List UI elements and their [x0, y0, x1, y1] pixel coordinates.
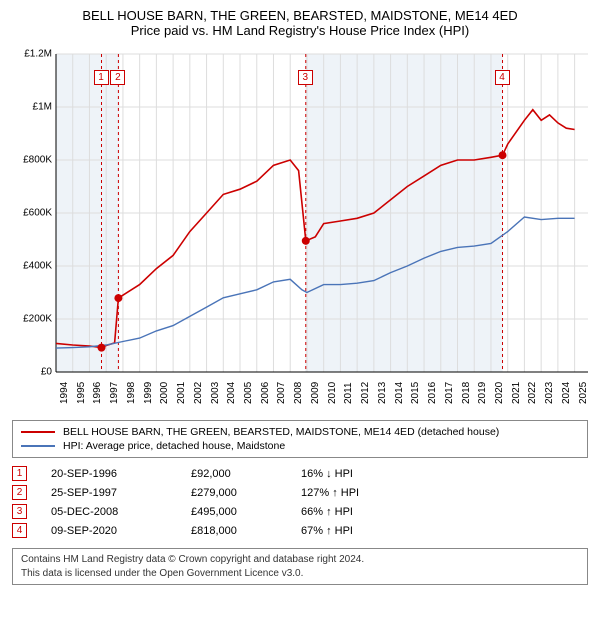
sale-delta: 66% ↑ HPI [301, 506, 588, 518]
sale-delta: 127% ↑ HPI [301, 487, 588, 499]
sale-date: 05-DEC-2008 [51, 506, 191, 518]
chart-sale-marker: 4 [495, 70, 510, 85]
sale-price: £818,000 [191, 525, 301, 537]
x-axis-label: 2021 [511, 382, 519, 404]
legend-item: HPI: Average price, detached house, Maid… [21, 439, 579, 453]
sale-marker: 4 [12, 523, 27, 538]
sales-table: 1 20-SEP-1996£92,00016% ↓ HPI 2 25-SEP-1997… [12, 464, 588, 540]
sale-marker: 1 [12, 466, 27, 481]
footnote-line: Contains HM Land Registry data © Crown c… [21, 553, 579, 567]
y-axis-label: £1M [33, 102, 52, 113]
sale-price: £495,000 [191, 506, 301, 518]
legend-label: BELL HOUSE BARN, THE GREEN, BEARSTED, MA… [63, 426, 499, 438]
sale-date: 25-SEP-1997 [51, 487, 191, 499]
x-axis-label: 1996 [92, 382, 100, 404]
sale-delta: 67% ↑ HPI [301, 525, 588, 537]
x-axis-label: 2020 [494, 382, 502, 404]
footnote: Contains HM Land Registry data © Crown c… [12, 548, 588, 585]
y-axis-label: £600K [23, 208, 52, 219]
x-axis-label: 2015 [410, 382, 418, 404]
y-axis-label: £200K [23, 314, 52, 325]
line-chart: £0 £200K £400K £600K £800K £1M £1.2M 1994 1995 19… [8, 44, 592, 414]
chart-container: BELL HOUSE BARN, THE GREEN, BEARSTED, MA… [0, 0, 600, 589]
x-axis-label: 2023 [544, 382, 552, 404]
x-axis-label: 2003 [210, 382, 218, 404]
chart-sale-marker: 1 [94, 70, 109, 85]
y-axis-label: £1.2M [24, 49, 52, 60]
x-axis-label: 2016 [427, 382, 435, 404]
x-axis-label: 1997 [109, 382, 117, 404]
y-axis-label: £400K [23, 261, 52, 272]
x-axis-label: 1999 [143, 382, 151, 404]
x-axis-label: 2025 [578, 382, 586, 404]
x-axis-label: 2013 [377, 382, 385, 404]
x-axis-label: 2024 [561, 382, 569, 404]
x-axis-label: 2000 [159, 382, 167, 404]
sales-row: 1 20-SEP-1996£92,00016% ↓ HPI [12, 464, 588, 483]
x-axis-label: 2005 [243, 382, 251, 404]
x-axis-label: 1998 [126, 382, 134, 404]
x-axis-label: 2009 [310, 382, 318, 404]
chart-sale-marker: 2 [110, 70, 125, 85]
x-axis-label: 2011 [343, 382, 351, 404]
x-axis-label: 2010 [327, 382, 335, 404]
x-axis-label: 2007 [276, 382, 284, 404]
sale-price: £92,000 [191, 468, 301, 480]
x-axis-label: 2019 [477, 382, 485, 404]
sale-marker: 3 [12, 504, 27, 519]
title-line-2: Price paid vs. HM Land Registry's House … [8, 23, 592, 38]
x-axis-label: 2018 [461, 382, 469, 404]
sale-price: £279,000 [191, 487, 301, 499]
x-axis-label: 1994 [59, 382, 67, 404]
sales-row: 4 09-SEP-2020£818,00067% ↑ HPI [12, 521, 588, 540]
legend-label: HPI: Average price, detached house, Maid… [63, 440, 285, 452]
y-axis-label: £800K [23, 155, 52, 166]
title-block: BELL HOUSE BARN, THE GREEN, BEARSTED, MA… [8, 8, 592, 38]
legend: BELL HOUSE BARN, THE GREEN, BEARSTED, MA… [12, 420, 588, 458]
x-axis-label: 2004 [226, 382, 234, 404]
sales-row: 2 25-SEP-1997£279,000127% ↑ HPI [12, 483, 588, 502]
x-axis-label: 2012 [360, 382, 368, 404]
sale-date: 09-SEP-2020 [51, 525, 191, 537]
x-axis-label: 2002 [193, 382, 201, 404]
x-axis-label: 2001 [176, 382, 184, 404]
x-axis-label: 2022 [527, 382, 535, 404]
legend-item: BELL HOUSE BARN, THE GREEN, BEARSTED, MA… [21, 425, 579, 439]
x-axis-label: 2017 [444, 382, 452, 404]
x-axis-label: 2006 [260, 382, 268, 404]
title-line-1: BELL HOUSE BARN, THE GREEN, BEARSTED, MA… [8, 8, 592, 23]
sale-marker: 2 [12, 485, 27, 500]
sale-delta: 16% ↓ HPI [301, 468, 588, 480]
x-axis-label: 1995 [76, 382, 84, 404]
footnote-line: This data is licensed under the Open Gov… [21, 567, 579, 581]
x-axis-label: 2008 [293, 382, 301, 404]
legend-swatch [21, 431, 55, 433]
sales-row: 3 05-DEC-2008£495,00066% ↑ HPI [12, 502, 588, 521]
legend-swatch [21, 445, 55, 447]
y-axis-label: £0 [41, 367, 52, 378]
x-axis-label: 2014 [394, 382, 402, 404]
sale-date: 20-SEP-1996 [51, 468, 191, 480]
chart-sale-marker: 3 [298, 70, 313, 85]
